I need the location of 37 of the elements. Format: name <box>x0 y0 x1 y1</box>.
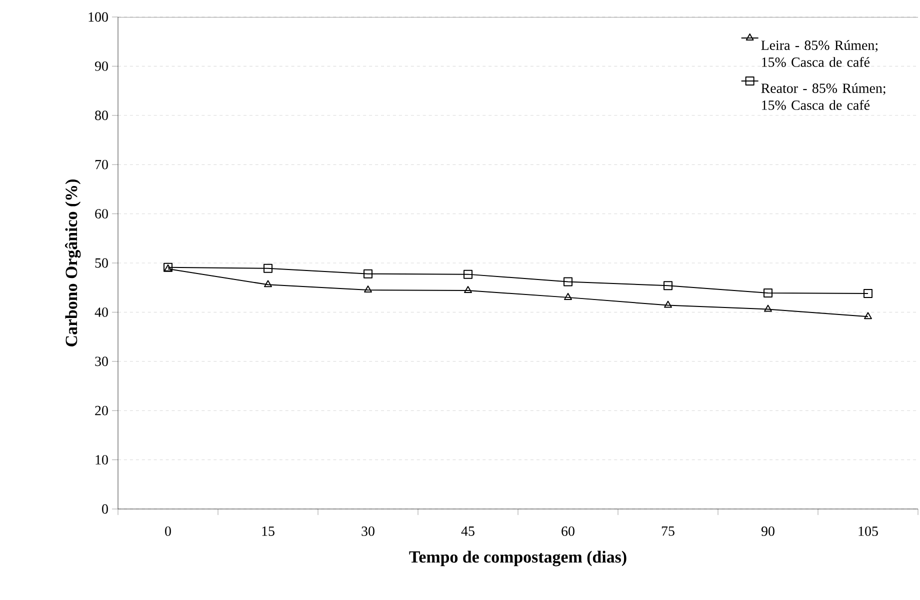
point <box>864 289 873 298</box>
legend-label: Reator - 85% Rúmen; 15% Casca de café <box>761 83 886 110</box>
y-tick-label: 60 <box>95 209 108 219</box>
x-tick-label: 75 <box>662 526 674 536</box>
legend-label: Leira - 85% Rúmen; 15% Casca de café <box>761 40 878 67</box>
x-tick-label: 15 <box>262 526 274 536</box>
point <box>264 280 272 288</box>
point <box>564 292 572 300</box>
x-tick-label: 45 <box>461 526 474 536</box>
x-tick-label: 0 <box>165 526 171 536</box>
y-tick-label: 20 <box>95 406 108 416</box>
x-tick-label: 105 <box>858 526 878 536</box>
point <box>664 281 672 290</box>
point <box>764 288 772 298</box>
point <box>564 277 572 286</box>
point <box>464 270 472 279</box>
x-tick-label: 90 <box>761 526 774 536</box>
x-tick-label: 30 <box>362 526 374 536</box>
point <box>464 286 472 294</box>
y-tick-label: 0 <box>102 504 108 514</box>
point <box>764 304 772 312</box>
y-tick-label: 40 <box>94 307 108 317</box>
y-tick-label: 30 <box>95 356 108 366</box>
point <box>664 300 672 308</box>
point <box>864 312 872 320</box>
y-tick-label: 10 <box>96 455 108 465</box>
y-tick-label: 50 <box>95 258 108 268</box>
y-tick-label: 70 <box>95 160 108 170</box>
y-tick-label: 80 <box>95 110 108 120</box>
point <box>364 286 372 293</box>
point <box>264 264 272 273</box>
x-axis-title: Tempo de compostagem (dias) <box>409 550 626 566</box>
point <box>364 269 372 278</box>
y-tick-label: 100 <box>88 12 108 22</box>
x-tick-label: 60 <box>562 526 574 536</box>
y-axis-title: Carbono Orgânico (%) <box>65 180 81 346</box>
y-tick-label: 90 <box>94 61 108 71</box>
